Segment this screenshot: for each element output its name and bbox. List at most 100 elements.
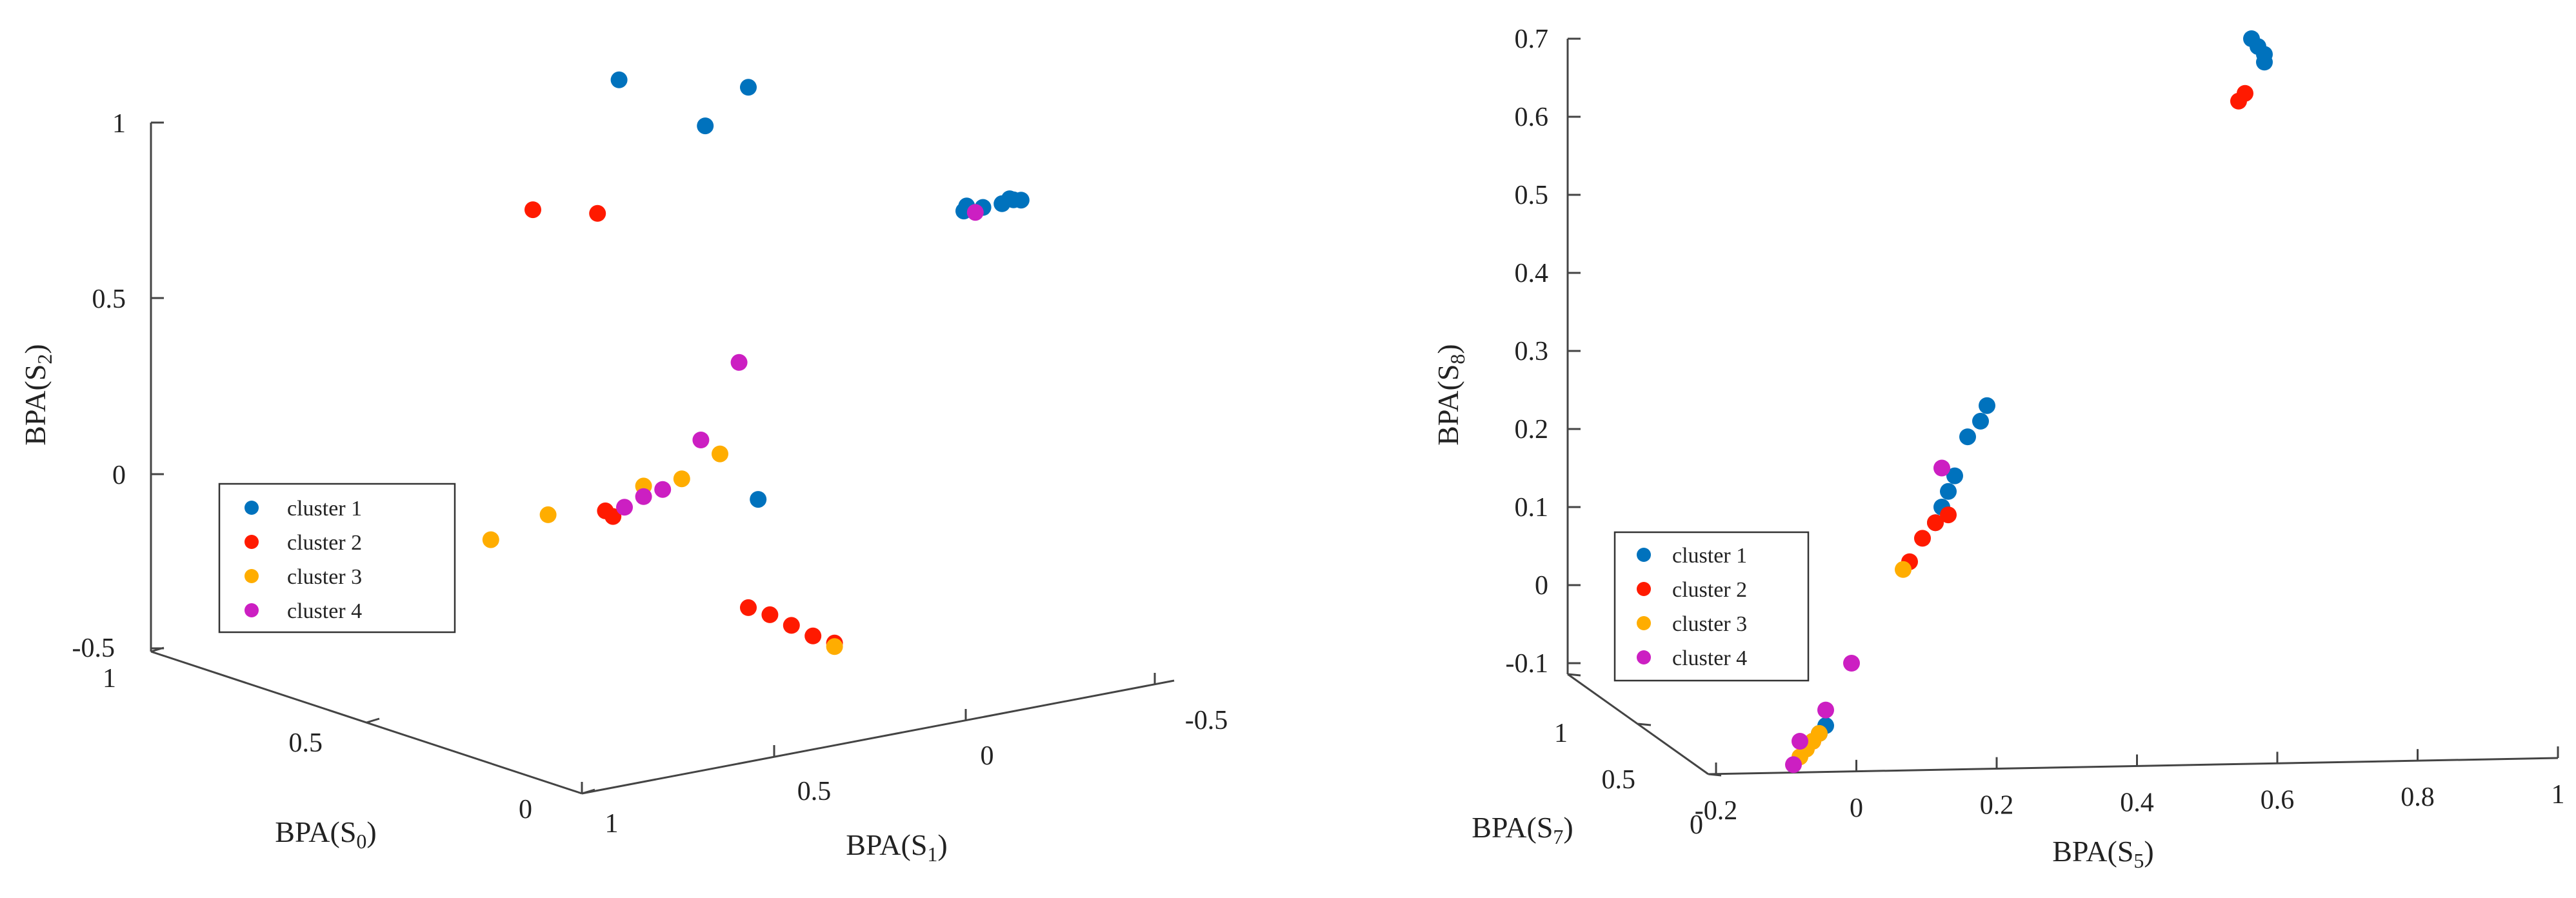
data-point-cluster-2 <box>783 617 800 634</box>
data-point-cluster-3 <box>539 506 557 523</box>
left-legend-marker <box>245 603 259 617</box>
data-point-cluster-2 <box>589 205 606 222</box>
right-legend-marker <box>1637 548 1651 562</box>
left-y-tick-label: 0.5 <box>797 777 832 806</box>
left-x-tick-mark <box>581 788 595 795</box>
data-point-cluster-3 <box>712 445 728 463</box>
left-legend-label: cluster 2 <box>287 531 362 555</box>
data-point-cluster-2 <box>524 201 541 219</box>
right-z-tick-label: 0.3 <box>1515 337 1549 366</box>
data-point-cluster-3 <box>1895 561 1912 578</box>
left-z-tick-label: 0.5 <box>92 284 126 314</box>
left-legend-marker <box>245 569 259 583</box>
left-z-tick-label: 1 <box>112 109 126 139</box>
right-y-axis-line <box>1708 757 2559 775</box>
left-x-axis-label: BPA(S0) <box>275 815 377 853</box>
data-point-cluster-1 <box>697 117 714 135</box>
right-z-tick-label: 0.1 <box>1515 493 1549 523</box>
data-point-cluster-4 <box>635 488 652 505</box>
left-legend-label: cluster 4 <box>287 599 362 623</box>
left-y-tick-label: 0 <box>981 741 994 771</box>
data-point-cluster-2 <box>740 599 757 616</box>
right-z-tick-label: -0.1 <box>1506 649 1549 679</box>
right-x-tick-mark <box>1567 673 1581 677</box>
right-y-axis-label: BPA(S5) <box>2052 835 2154 872</box>
right-z-tick-label: 0.6 <box>1515 103 1549 132</box>
right-y-tick-label: 0.6 <box>2261 785 2295 815</box>
data-point-cluster-4 <box>1933 459 1950 477</box>
left-x-tick-mark <box>150 646 165 653</box>
right-x-axis-label: BPA(S7) <box>1472 811 1573 848</box>
data-point-cluster-1 <box>1946 467 1963 484</box>
right-x-tick-mark <box>1637 723 1652 726</box>
right-y-tick-label: 1 <box>2551 780 2565 810</box>
left-legend-marker <box>245 501 259 515</box>
left-legend-label: cluster 1 <box>287 497 362 521</box>
data-point-cluster-2 <box>761 606 779 623</box>
data-point-cluster-1 <box>740 79 757 96</box>
right-y-tick-label: 0 <box>1850 793 1863 823</box>
right-y-tick-label: -0.2 <box>1695 796 1738 826</box>
left-x-tick-label: 0 <box>519 795 532 824</box>
data-point-cluster-4 <box>730 354 748 371</box>
data-point-cluster-4 <box>1785 756 1802 773</box>
data-point-cluster-2 <box>1914 530 1931 547</box>
data-point-cluster-4 <box>616 499 633 516</box>
right-legend-label: cluster 4 <box>1672 646 1747 670</box>
data-point-cluster-1 <box>1940 483 1957 500</box>
data-point-cluster-4 <box>1843 655 1860 672</box>
right-legend-marker <box>1637 582 1651 596</box>
left-z-axis-label: BPA(S2) <box>19 344 56 446</box>
data-point-cluster-2 <box>1940 506 1957 524</box>
left-axes: 1 0.5 0 -0.5 1 0.5 0 1 0.5 0 -0.5 BPA(S2… <box>19 109 1228 866</box>
data-point-cluster-1 <box>1979 397 1995 414</box>
left-legend-marker <box>245 535 259 549</box>
left-x-tick-label: 1 <box>103 664 116 693</box>
data-point-cluster-1 <box>1005 191 1022 208</box>
data-point-cluster-2 <box>2237 85 2253 102</box>
right-z-ticks: 0.7 0.6 0.5 0.4 0.3 0.2 0.1 0 -0.1 <box>1506 25 1581 679</box>
data-point-cluster-1 <box>2256 54 2273 71</box>
right-x-tick-label: 1 <box>1554 719 1568 748</box>
right-z-tick-label: 0.4 <box>1515 259 1549 288</box>
data-point-cluster-4 <box>966 204 984 221</box>
left-legend-label: cluster 3 <box>287 565 362 589</box>
data-point-cluster-4 <box>1817 701 1834 719</box>
left-y-axis-line <box>581 679 1175 795</box>
data-point-cluster-4 <box>654 481 672 498</box>
right-legend-marker <box>1637 616 1651 630</box>
data-point-cluster-4 <box>1792 733 1808 750</box>
left-legend: cluster 1 cluster 2 cluster 3 cluster 4 <box>218 483 456 634</box>
right-y-ticks: -0.2 0 0.2 0.4 0.6 0.8 1 <box>1695 746 2565 826</box>
left-y-axis-label: BPA(S1) <box>846 828 948 866</box>
data-point-cluster-1 <box>1959 428 1976 446</box>
right-xy-ticks: 1 0.5 0 <box>1554 673 1722 840</box>
left-y-tick-label: 1 <box>605 809 619 839</box>
right-x-tick-label: 0 <box>1690 810 1703 840</box>
data-point-cluster-2 <box>604 508 622 525</box>
right-z-tick-label: 0.2 <box>1515 415 1549 444</box>
data-point-cluster-1 <box>1972 412 1989 430</box>
left-data-points <box>482 71 1030 655</box>
right-legend: cluster 1 cluster 2 cluster 3 cluster 4 <box>1613 531 1810 682</box>
left-z-tick-label: 0 <box>112 461 126 490</box>
right-y-tick-label: 0.4 <box>2120 788 2154 818</box>
data-point-cluster-1 <box>610 71 628 88</box>
right-z-axis-label: BPA(S8) <box>1432 344 1469 446</box>
data-point-cluster-3 <box>482 531 499 548</box>
right-data-points <box>1785 30 2273 773</box>
data-point-cluster-2 <box>804 627 822 644</box>
right-legend-marker <box>1637 650 1651 664</box>
data-point-cluster-3 <box>673 470 690 488</box>
data-point-cluster-4 <box>692 432 710 448</box>
right-z-tick-label: 0.7 <box>1515 25 1549 54</box>
right-x-tick-mark <box>1708 773 1722 777</box>
left-x-tick-mark <box>366 717 380 724</box>
right-legend-label: cluster 1 <box>1672 544 1747 568</box>
left-z-tick-label: -0.5 <box>72 634 115 663</box>
left-x-tick-label: 0.5 <box>289 728 323 758</box>
right-y-tick-label: 0.2 <box>1980 791 2014 821</box>
data-point-cluster-3 <box>826 638 843 655</box>
data-point-cluster-2 <box>1927 514 1944 532</box>
